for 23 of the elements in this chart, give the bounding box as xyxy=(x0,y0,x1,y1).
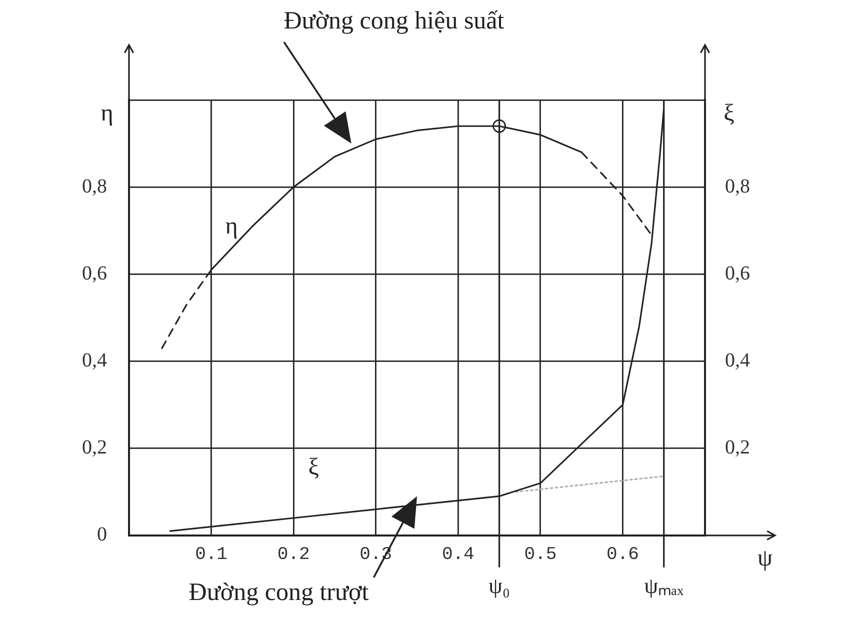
y2-axis-title: ξ xyxy=(724,100,735,126)
x-tick-label: 0.4 xyxy=(442,544,474,565)
x-axis-title: ψ xyxy=(757,546,773,572)
y2-tick-label: 0,6 xyxy=(725,262,750,284)
x-tick-label: 0.1 xyxy=(195,544,228,565)
series-label: η xyxy=(225,213,238,240)
y2-tick-label: 0,4 xyxy=(725,349,750,372)
x-tick-label: 0.5 xyxy=(524,544,557,565)
x-tick-label: 0.6 xyxy=(606,544,639,565)
ref-line-label: ψₘₐₓ xyxy=(644,573,684,598)
y-tick-label: 0,6 xyxy=(82,262,107,284)
text: Đường cong trượt xyxy=(188,578,369,606)
y-tick-label: 0,4 xyxy=(82,349,107,372)
series-label: ξ xyxy=(308,454,320,480)
y-tick-label: 0 xyxy=(97,524,107,546)
ref-line-label: ψ₀ xyxy=(488,573,510,598)
y-axis-title: η xyxy=(100,100,114,126)
x-tick-label: 0.2 xyxy=(277,544,310,565)
y-tick-label: 0,8 xyxy=(82,175,107,198)
text: Đường cong hiệu suất xyxy=(284,8,504,35)
y2-tick-label: 0,2 xyxy=(725,436,750,459)
y2-tick-label: 0,8 xyxy=(725,175,750,198)
y-tick-label: 0,2 xyxy=(82,436,107,459)
